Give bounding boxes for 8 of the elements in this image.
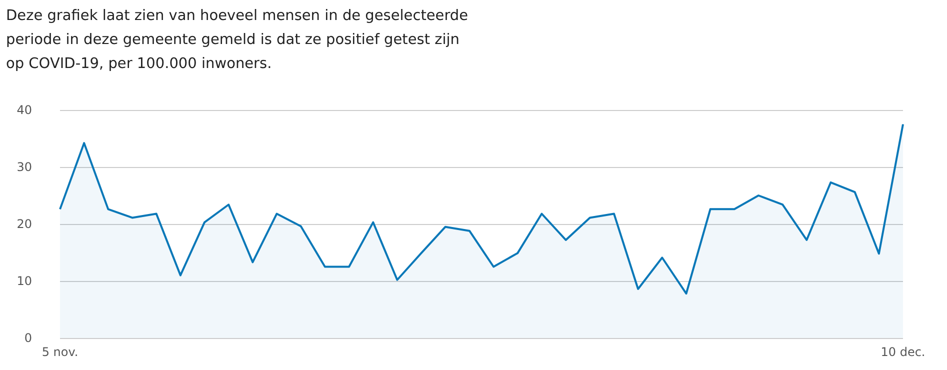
y-tick-label: 30 [16,160,32,174]
x-tick-label: 10 dec. [880,345,926,359]
chart-title: Deze grafiek laat zien van hoeveel mensen in de geselecteerde periode in deze gemeente gemeld is dat ze positief getest zijn op COVID-19, per 100.000 inwoners. [6,7,470,74]
y-tick-label: 0 [24,331,32,345]
y-tick-label: 10 [16,274,32,288]
x-tick-label: 5 nov. [42,345,78,359]
y-tick-label: 40 [16,103,32,117]
y-tick-label: 20 [16,217,32,231]
